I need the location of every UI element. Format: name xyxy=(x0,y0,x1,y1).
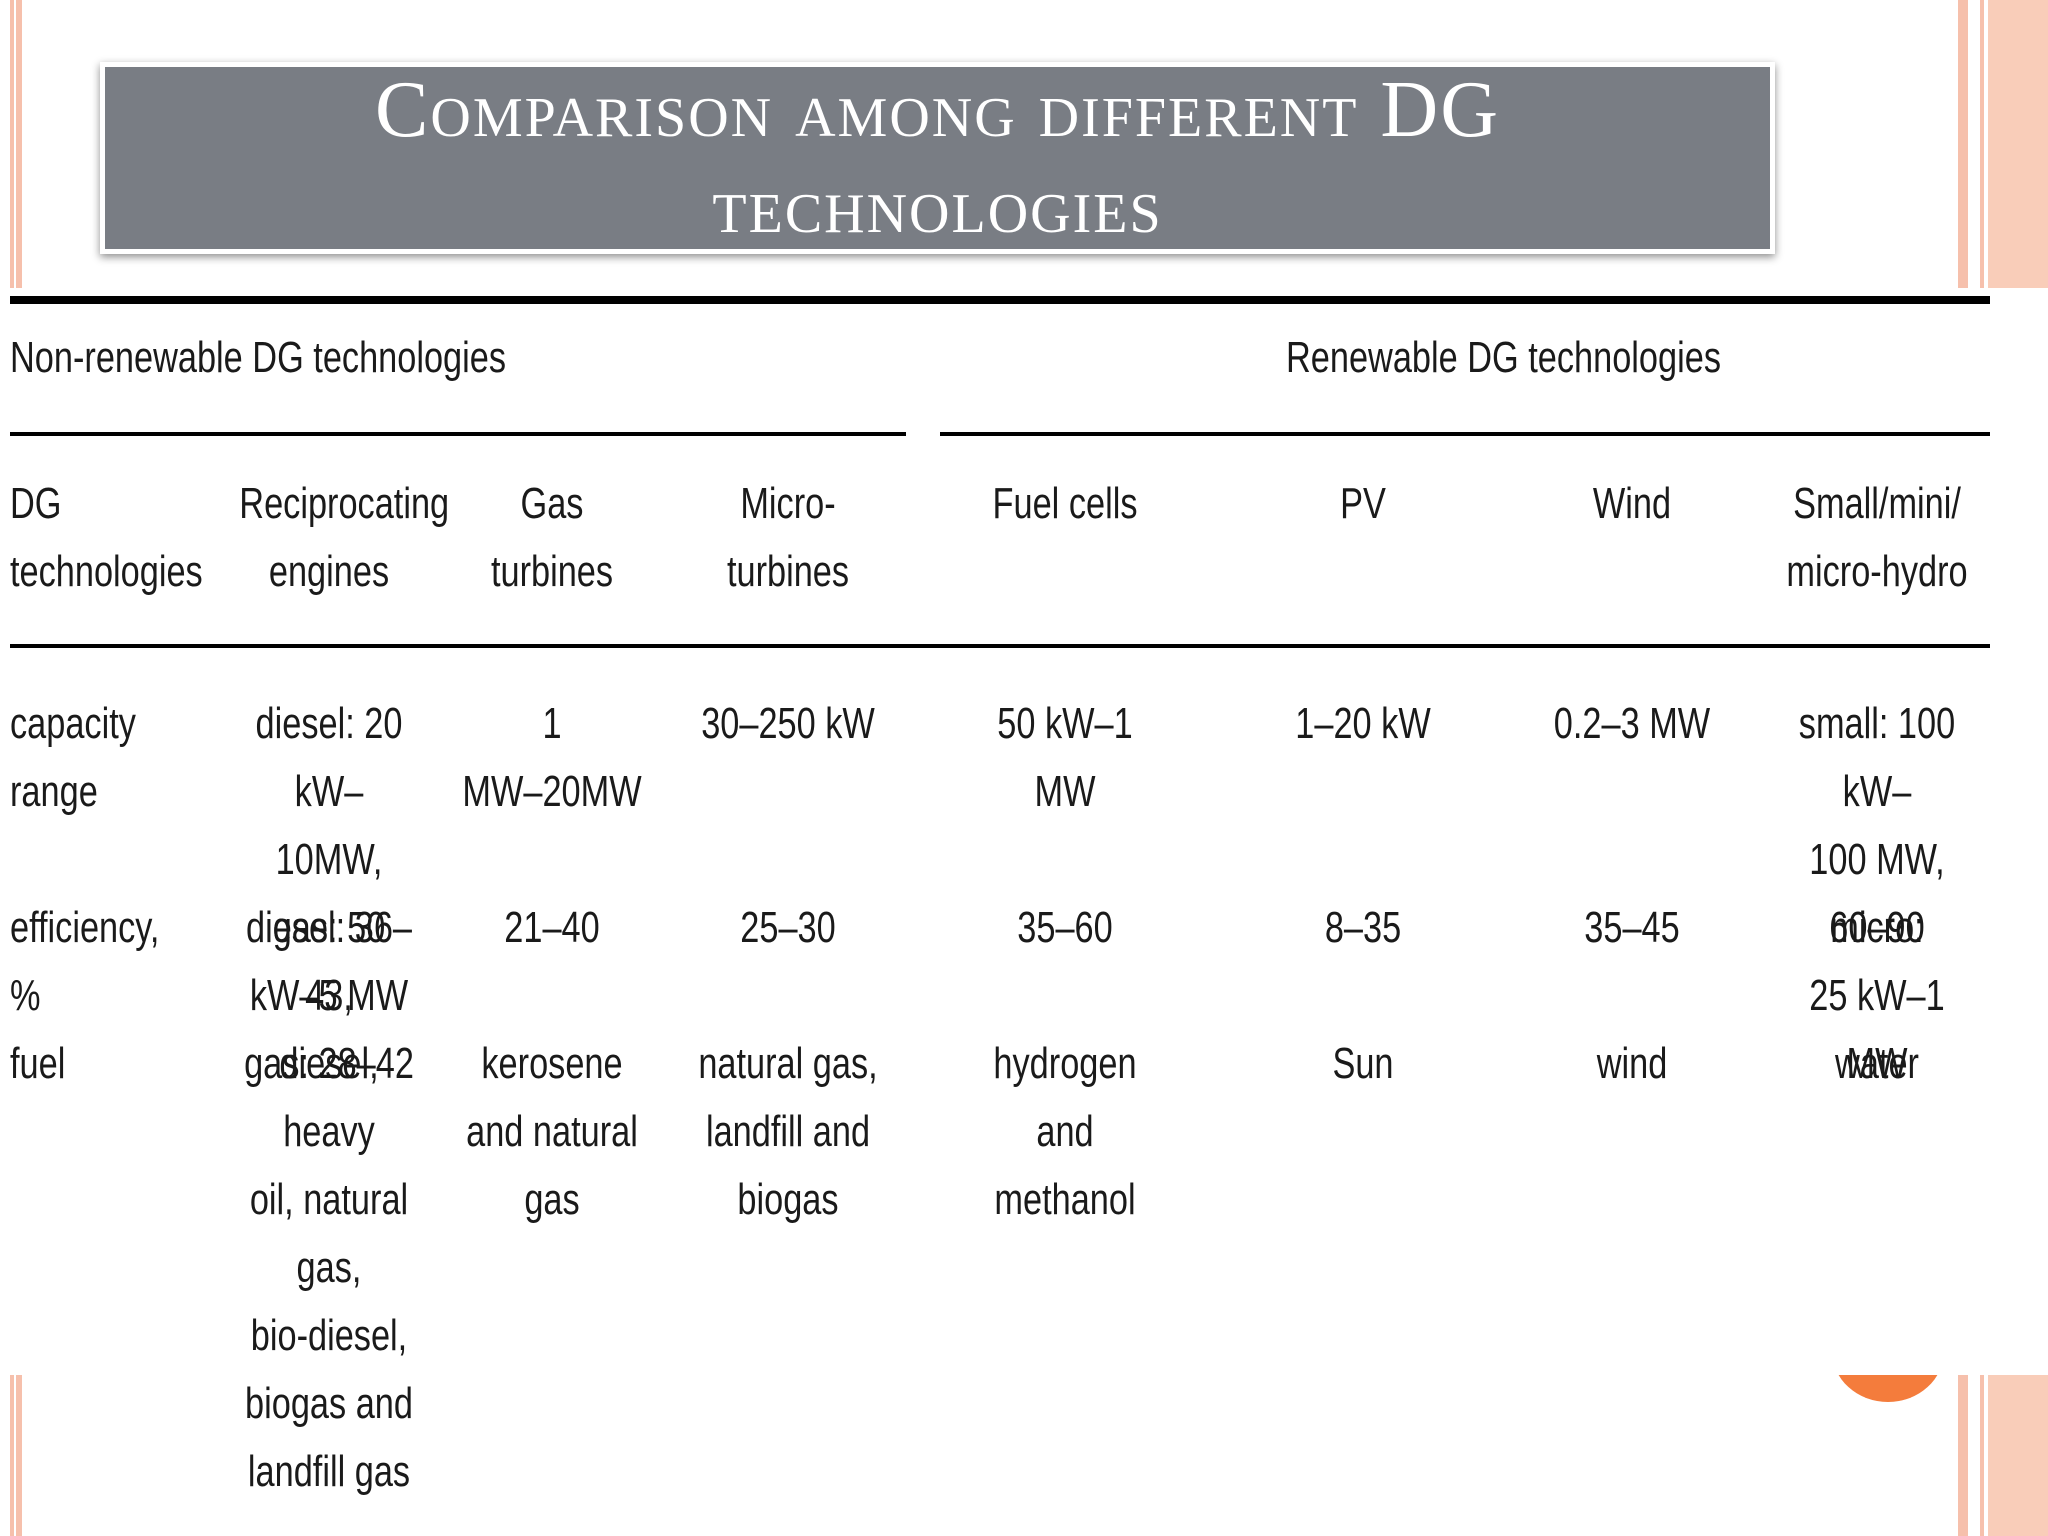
header-micro-turbines: Micro-turbines xyxy=(726,479,850,596)
cell-efficiency-recip: diesel: 36–43, gas: 28–42 xyxy=(244,903,414,1088)
right-decor-stripe xyxy=(1958,0,2048,288)
header-dg-technologies: DG technologies xyxy=(10,479,203,596)
cell-efficiency-gas: 21–40 xyxy=(504,903,600,952)
group-renewable-label: Renewable DG technologies xyxy=(1286,333,1721,382)
slide-title-banner: Comparison among different DG technologi… xyxy=(100,62,1775,254)
cell-fuel-micro: natural gas, landfill and biogas xyxy=(698,1039,878,1224)
cell-fuel-wind: wind xyxy=(1596,1039,1668,1088)
header-wind: Wind xyxy=(1592,479,1672,528)
slide-title: Comparison among different DG technologi… xyxy=(375,62,1500,254)
header-gas-turbines: Gas turbines xyxy=(490,479,614,596)
cell-capacity-wind: 0.2–3 MW xyxy=(1553,699,1711,748)
title-line-1: Comparison among different DG xyxy=(375,66,1500,154)
title-line-2: technologies xyxy=(712,162,1163,250)
cell-efficiency-wind: 35–45 xyxy=(1584,903,1680,952)
group-rule-left xyxy=(10,432,906,436)
right-decor-stripe-bottom xyxy=(1958,1375,2048,1536)
header-fuel-cells: Fuel cells xyxy=(992,479,1138,528)
row-label-efficiency: efficiency, % xyxy=(10,903,160,1020)
header-pv: PV xyxy=(1340,479,1386,528)
table-top-rule xyxy=(10,296,1990,304)
cell-capacity-fuelcells: 50 kW–1 MW xyxy=(997,699,1133,816)
cell-capacity-recip: diesel: 20 kW– 10MW, gas: 50 kW–5 MW xyxy=(249,699,409,1020)
cell-fuel-hydro: water xyxy=(1835,1039,1919,1088)
group-nonrenewable-label: Non-renewable DG technologies xyxy=(10,333,507,382)
header-bottom-rule xyxy=(10,644,1990,648)
cell-capacity-gas: 1 MW–20MW xyxy=(462,699,642,816)
cell-fuel-recip: diesel, heavy oil, natural gas, bio-diesel… xyxy=(245,1039,413,1496)
cell-capacity-micro: 30–250 kW xyxy=(701,699,875,748)
left-decor-stripe-bottom xyxy=(10,1375,22,1536)
cell-capacity-pv: 1–20 kW xyxy=(1295,699,1431,748)
row-label-fuel: fuel xyxy=(10,1039,66,1088)
cell-fuel-gas: kerosene and natural gas xyxy=(466,1039,638,1224)
header-small-mini-micro-hydro: Small/mini/micro-hydro xyxy=(1786,479,1968,596)
comparison-table: Non-renewable DG technologies Renewable … xyxy=(0,290,1996,1496)
cell-efficiency-fuelcells: 35–60 xyxy=(1017,903,1113,952)
left-decor-stripe xyxy=(10,0,22,288)
cell-efficiency-pv: 8–35 xyxy=(1324,903,1402,952)
cell-efficiency-micro: 25–30 xyxy=(740,903,836,952)
group-rule-right xyxy=(940,432,1990,436)
cell-capacity-hydro: small: 100 kW– 100 MW, micro: 25 kW–1 MW xyxy=(1798,699,1956,1088)
cell-efficiency-hydro: 60–90 xyxy=(1829,903,1925,952)
cell-fuel-fuelcells: hydrogen and methanol xyxy=(993,1039,1137,1224)
row-label-capacity-range: capacity range xyxy=(10,699,136,816)
header-reciprocating-engines: Reciprocating engines xyxy=(239,479,450,596)
cell-fuel-pv: Sun xyxy=(1332,1039,1394,1088)
